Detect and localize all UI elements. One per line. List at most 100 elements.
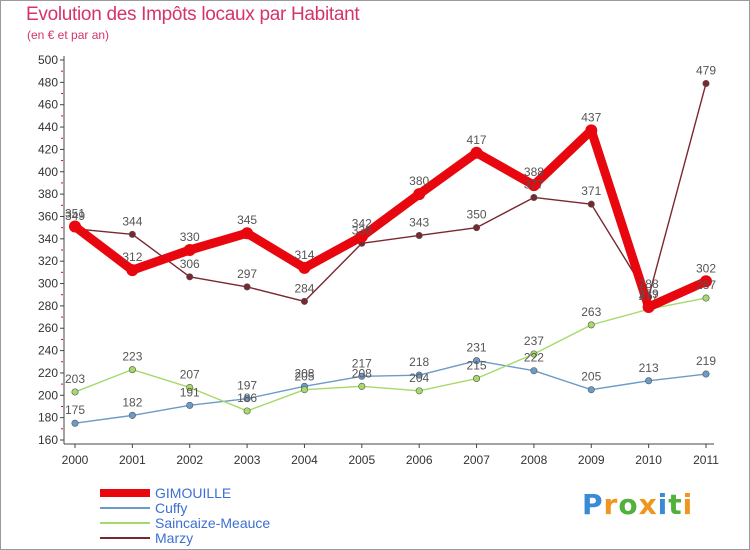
data-label-marzy: 349 [65, 209, 85, 223]
data-point-saincaize-meauce [186, 383, 194, 391]
data-label-saincaize-meauce: 215 [467, 359, 487, 373]
data-label-cuffy: 231 [467, 341, 487, 355]
data-point-saincaize-meauce [587, 321, 595, 329]
series-line-cuffy [74, 359, 707, 424]
data-point-saincaize-meauce [473, 375, 481, 383]
y-axis: 160 180 200 220 240 260 280 300 320 340 360 380 400 4… [38, 53, 65, 447]
y-tick-label: 420 [38, 142, 58, 156]
x-axis: 2000 2001 2002 2003 2004 2005 2006 2007 2008 2009… [62, 443, 719, 467]
data-label-cuffy: 182 [122, 395, 142, 409]
data-label-cuffy: 197 [237, 379, 257, 393]
y-tick-label: 180 [38, 411, 58, 425]
data-point-gimouille [69, 220, 81, 233]
logo-letter: o [618, 488, 639, 521]
y-tick-label: 280 [38, 299, 58, 313]
data-point-marzy [473, 224, 481, 232]
data-label-gimouille: 380 [409, 174, 429, 188]
data-point-gimouille [527, 179, 540, 192]
data-label-saincaize-meauce: 237 [524, 334, 544, 348]
series-line-saincaize-meauce [74, 297, 707, 412]
y-tick-label: 160 [38, 433, 58, 447]
data-point-cuffy [243, 395, 251, 403]
data-point-saincaize-meauce [128, 366, 136, 374]
data-point-saincaize-meauce [530, 350, 538, 358]
data-label-marzy: 350 [467, 208, 487, 222]
logo-letter: t [668, 488, 683, 521]
data-label-saincaize-meauce: 204 [409, 371, 429, 385]
data-label-gimouille: 302 [696, 261, 716, 275]
data-label-gimouille: 314 [294, 248, 314, 262]
data-label-saincaize-meauce: 263 [581, 305, 601, 319]
series-line-gimouille [70, 125, 711, 312]
data-point-gimouille [183, 244, 196, 256]
data-label-saincaize-meauce: 208 [352, 366, 372, 380]
chart-title: Evolution des Impôts locaux par Habitant [26, 4, 360, 25]
x-tick-label: 2009 [578, 453, 605, 467]
legend-label-gimouille: GIMOUILLE [155, 485, 231, 501]
data-label-gimouille: 342 [352, 217, 372, 231]
logo-letter: i [657, 488, 669, 521]
series-group [69, 79, 712, 427]
y-tick-label: 440 [38, 120, 58, 134]
data-point-marzy [186, 273, 194, 281]
y-tick-label: 200 [38, 388, 58, 402]
data-label-marzy: 297 [237, 267, 257, 281]
data-point-saincaize-meauce [702, 294, 710, 302]
data-labels: 351 312 330 345 314 342 380 417 388 437 279 302 175 1… [65, 63, 716, 417]
data-point-marzy [587, 200, 595, 208]
x-tick-label: 2002 [176, 453, 203, 467]
y-tick-label: 360 [38, 209, 58, 223]
data-label-gimouille: 345 [237, 213, 257, 227]
data-point-marzy [300, 297, 308, 305]
data-label-marzy: 479 [696, 63, 716, 77]
data-point-cuffy [645, 377, 653, 385]
x-tick-label: 2008 [521, 453, 548, 467]
data-label-cuffy: 213 [639, 361, 659, 375]
data-point-gimouille [126, 264, 139, 277]
x-tick-label: 2005 [348, 453, 375, 467]
data-point-gimouille [241, 227, 254, 240]
data-point-gimouille [585, 124, 598, 137]
data-label-saincaize-meauce: 223 [122, 350, 142, 364]
data-label-saincaize-meauce: 203 [65, 372, 85, 386]
y-tick-label: 460 [38, 98, 58, 112]
y-tick-label: 480 [38, 75, 58, 89]
y-tick-label: 240 [38, 344, 58, 358]
data-label-saincaize-meauce: 287 [696, 278, 716, 292]
x-tick-label: 2010 [635, 453, 662, 467]
data-point-cuffy [702, 370, 710, 378]
data-label-cuffy: 219 [696, 354, 716, 368]
data-label-gimouille: 437 [581, 110, 601, 124]
x-tick-label: 2007 [463, 453, 490, 467]
data-label-cuffy: 217 [352, 356, 372, 370]
data-label-marzy: 336 [352, 223, 372, 237]
data-point-gimouille [642, 301, 655, 313]
data-label-gimouille: 330 [180, 230, 200, 244]
proxiti-logo: Proxiti [582, 488, 693, 521]
data-point-cuffy [530, 367, 538, 375]
data-point-saincaize-meauce [358, 382, 366, 390]
data-label-marzy: 306 [180, 257, 200, 271]
data-point-saincaize-meauce [243, 407, 251, 415]
data-label-cuffy: 222 [524, 351, 544, 365]
data-point-cuffy [415, 371, 423, 379]
data-point-marzy [702, 79, 710, 87]
data-point-cuffy [71, 419, 79, 427]
data-label-marzy: 344 [122, 214, 142, 228]
logo-letter: P [582, 488, 604, 521]
data-label-marzy: 371 [581, 184, 601, 198]
y-tick-label: 220 [38, 366, 58, 380]
data-label-marzy: 377 [524, 177, 544, 191]
data-point-cuffy [358, 372, 366, 380]
data-point-cuffy [128, 411, 136, 419]
y-tick-label: 380 [38, 187, 58, 201]
data-label-cuffy: 208 [294, 366, 314, 380]
data-point-gimouille [413, 188, 426, 201]
x-tick-label: 2006 [406, 453, 433, 467]
y-tick-label: 500 [38, 53, 58, 67]
data-label-marzy: 284 [294, 281, 314, 295]
logo-letter: x [638, 488, 658, 521]
